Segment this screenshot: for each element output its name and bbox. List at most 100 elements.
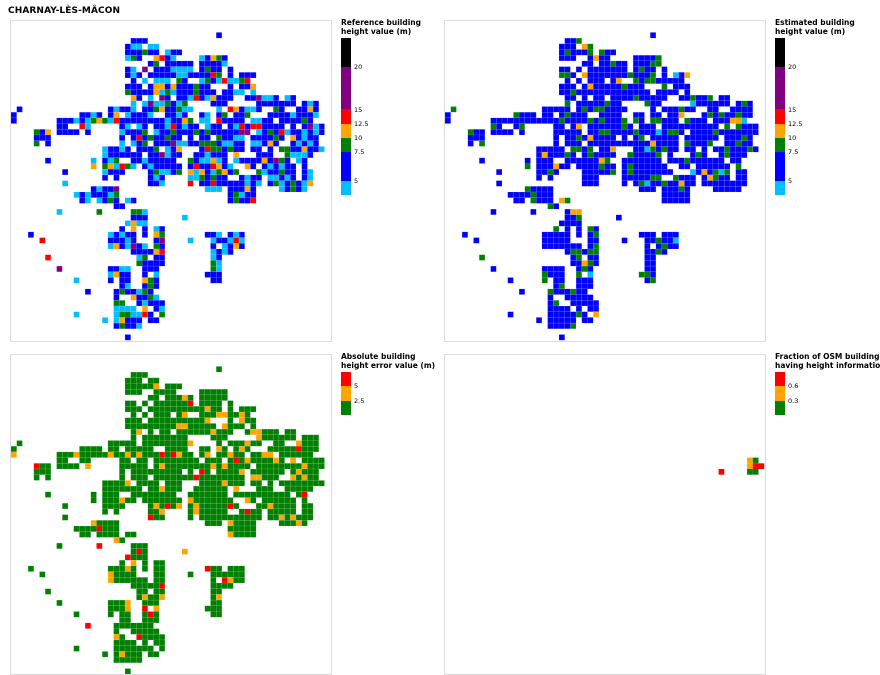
grid-cell	[227, 423, 234, 430]
grid-cell	[598, 129, 605, 136]
map-panel-osm-fraction[interactable]	[444, 354, 766, 675]
grid-cell	[575, 305, 583, 312]
grid-cell	[187, 394, 194, 401]
grid-cell	[587, 180, 594, 187]
grid-cell	[244, 197, 251, 204]
grid-cell	[678, 111, 685, 119]
grid-cell	[267, 457, 274, 464]
grid-cell	[501, 117, 508, 124]
grid-cell	[119, 225, 126, 233]
grid-cell	[445, 117, 451, 124]
colorbar	[341, 38, 351, 196]
legend-title: Estimated building height value (m)	[775, 18, 855, 36]
grid-cell	[598, 100, 605, 107]
grid-cell	[627, 129, 634, 136]
grid-cell	[627, 140, 634, 147]
grid-cell	[119, 617, 126, 624]
grid-cell	[598, 111, 605, 119]
grid-cell	[553, 305, 560, 312]
grid-cell	[255, 146, 263, 153]
grid-cell	[587, 100, 594, 107]
grid-cell	[729, 134, 736, 141]
map-panel-estimated-height[interactable]	[444, 20, 766, 342]
map-panel-absolute-error[interactable]	[10, 354, 332, 675]
grid-cell	[141, 231, 149, 238]
grid-cell	[307, 168, 314, 176]
grid-cell	[124, 445, 131, 453]
grid-cell	[250, 451, 257, 458]
grid-cell	[267, 111, 274, 119]
grid-cell	[238, 191, 245, 198]
grid-cell	[113, 599, 120, 607]
grid-cell	[621, 117, 628, 124]
grid-cell	[11, 445, 17, 453]
grid-cell	[479, 157, 486, 164]
grid-cell	[210, 60, 217, 67]
grid-cell	[547, 300, 554, 307]
grid-cell	[632, 151, 640, 159]
grid-cell	[187, 474, 194, 481]
grid-cell	[701, 94, 708, 101]
grid-cell	[547, 294, 554, 301]
grid-cell	[227, 428, 234, 435]
grid-cell	[193, 508, 200, 515]
grid-cell	[638, 157, 645, 164]
grid-cell	[233, 491, 240, 498]
grid-cell	[735, 140, 742, 147]
grid-cell	[564, 89, 571, 96]
grid-cell	[661, 123, 668, 130]
grid-cell	[661, 72, 668, 79]
grid-cell	[119, 311, 126, 318]
grid-cell	[604, 129, 611, 136]
grid-cell	[684, 157, 691, 164]
grid-cell	[215, 502, 223, 510]
grid-cell	[215, 411, 223, 418]
grid-cell	[610, 89, 617, 96]
grid-cell	[672, 174, 679, 181]
grid-cell	[227, 457, 234, 464]
grid-cell	[181, 117, 188, 124]
grid-cell	[267, 168, 274, 176]
grid-cell	[79, 117, 86, 124]
tick-label: 10	[354, 134, 363, 143]
grid-cell	[119, 451, 126, 458]
grid-cell	[215, 106, 223, 113]
grid-cell	[215, 400, 223, 407]
grid-cell	[158, 260, 166, 267]
grid-cell	[701, 174, 708, 181]
grid-cell	[312, 134, 320, 141]
grid-cell	[227, 582, 234, 589]
grid-cell	[119, 577, 126, 584]
grid-cell	[250, 134, 257, 141]
map-panel-reference-height[interactable]	[10, 20, 332, 342]
grid-cell	[250, 140, 257, 147]
grid-cell	[170, 100, 177, 107]
grid-cell	[587, 89, 594, 96]
grid-cell	[587, 129, 594, 136]
grid-cell	[153, 305, 160, 312]
grid-cell	[261, 168, 268, 176]
grid-cell	[11, 111, 17, 119]
grid-cell	[147, 265, 154, 273]
grid-cell	[130, 43, 137, 50]
grid-cell	[187, 463, 194, 470]
grid-cell	[530, 117, 537, 124]
grid-cell	[261, 457, 268, 464]
grid-cell	[610, 168, 617, 176]
grid-cell	[238, 508, 245, 515]
grid-cell	[689, 94, 697, 101]
grid-cell	[233, 423, 240, 430]
grid-cell	[581, 283, 588, 290]
grid-cell	[136, 554, 143, 561]
grid-cell	[176, 129, 183, 136]
grid-cell	[158, 254, 166, 261]
grid-cell	[541, 151, 548, 159]
grid-cell	[284, 180, 291, 187]
grid-cell	[84, 622, 91, 629]
grid-cell	[141, 622, 149, 629]
grid-cell	[39, 571, 46, 578]
grid-cell	[136, 89, 143, 96]
grid-cell	[261, 123, 268, 130]
grid-cell	[267, 491, 274, 498]
grid-cell	[553, 243, 560, 250]
